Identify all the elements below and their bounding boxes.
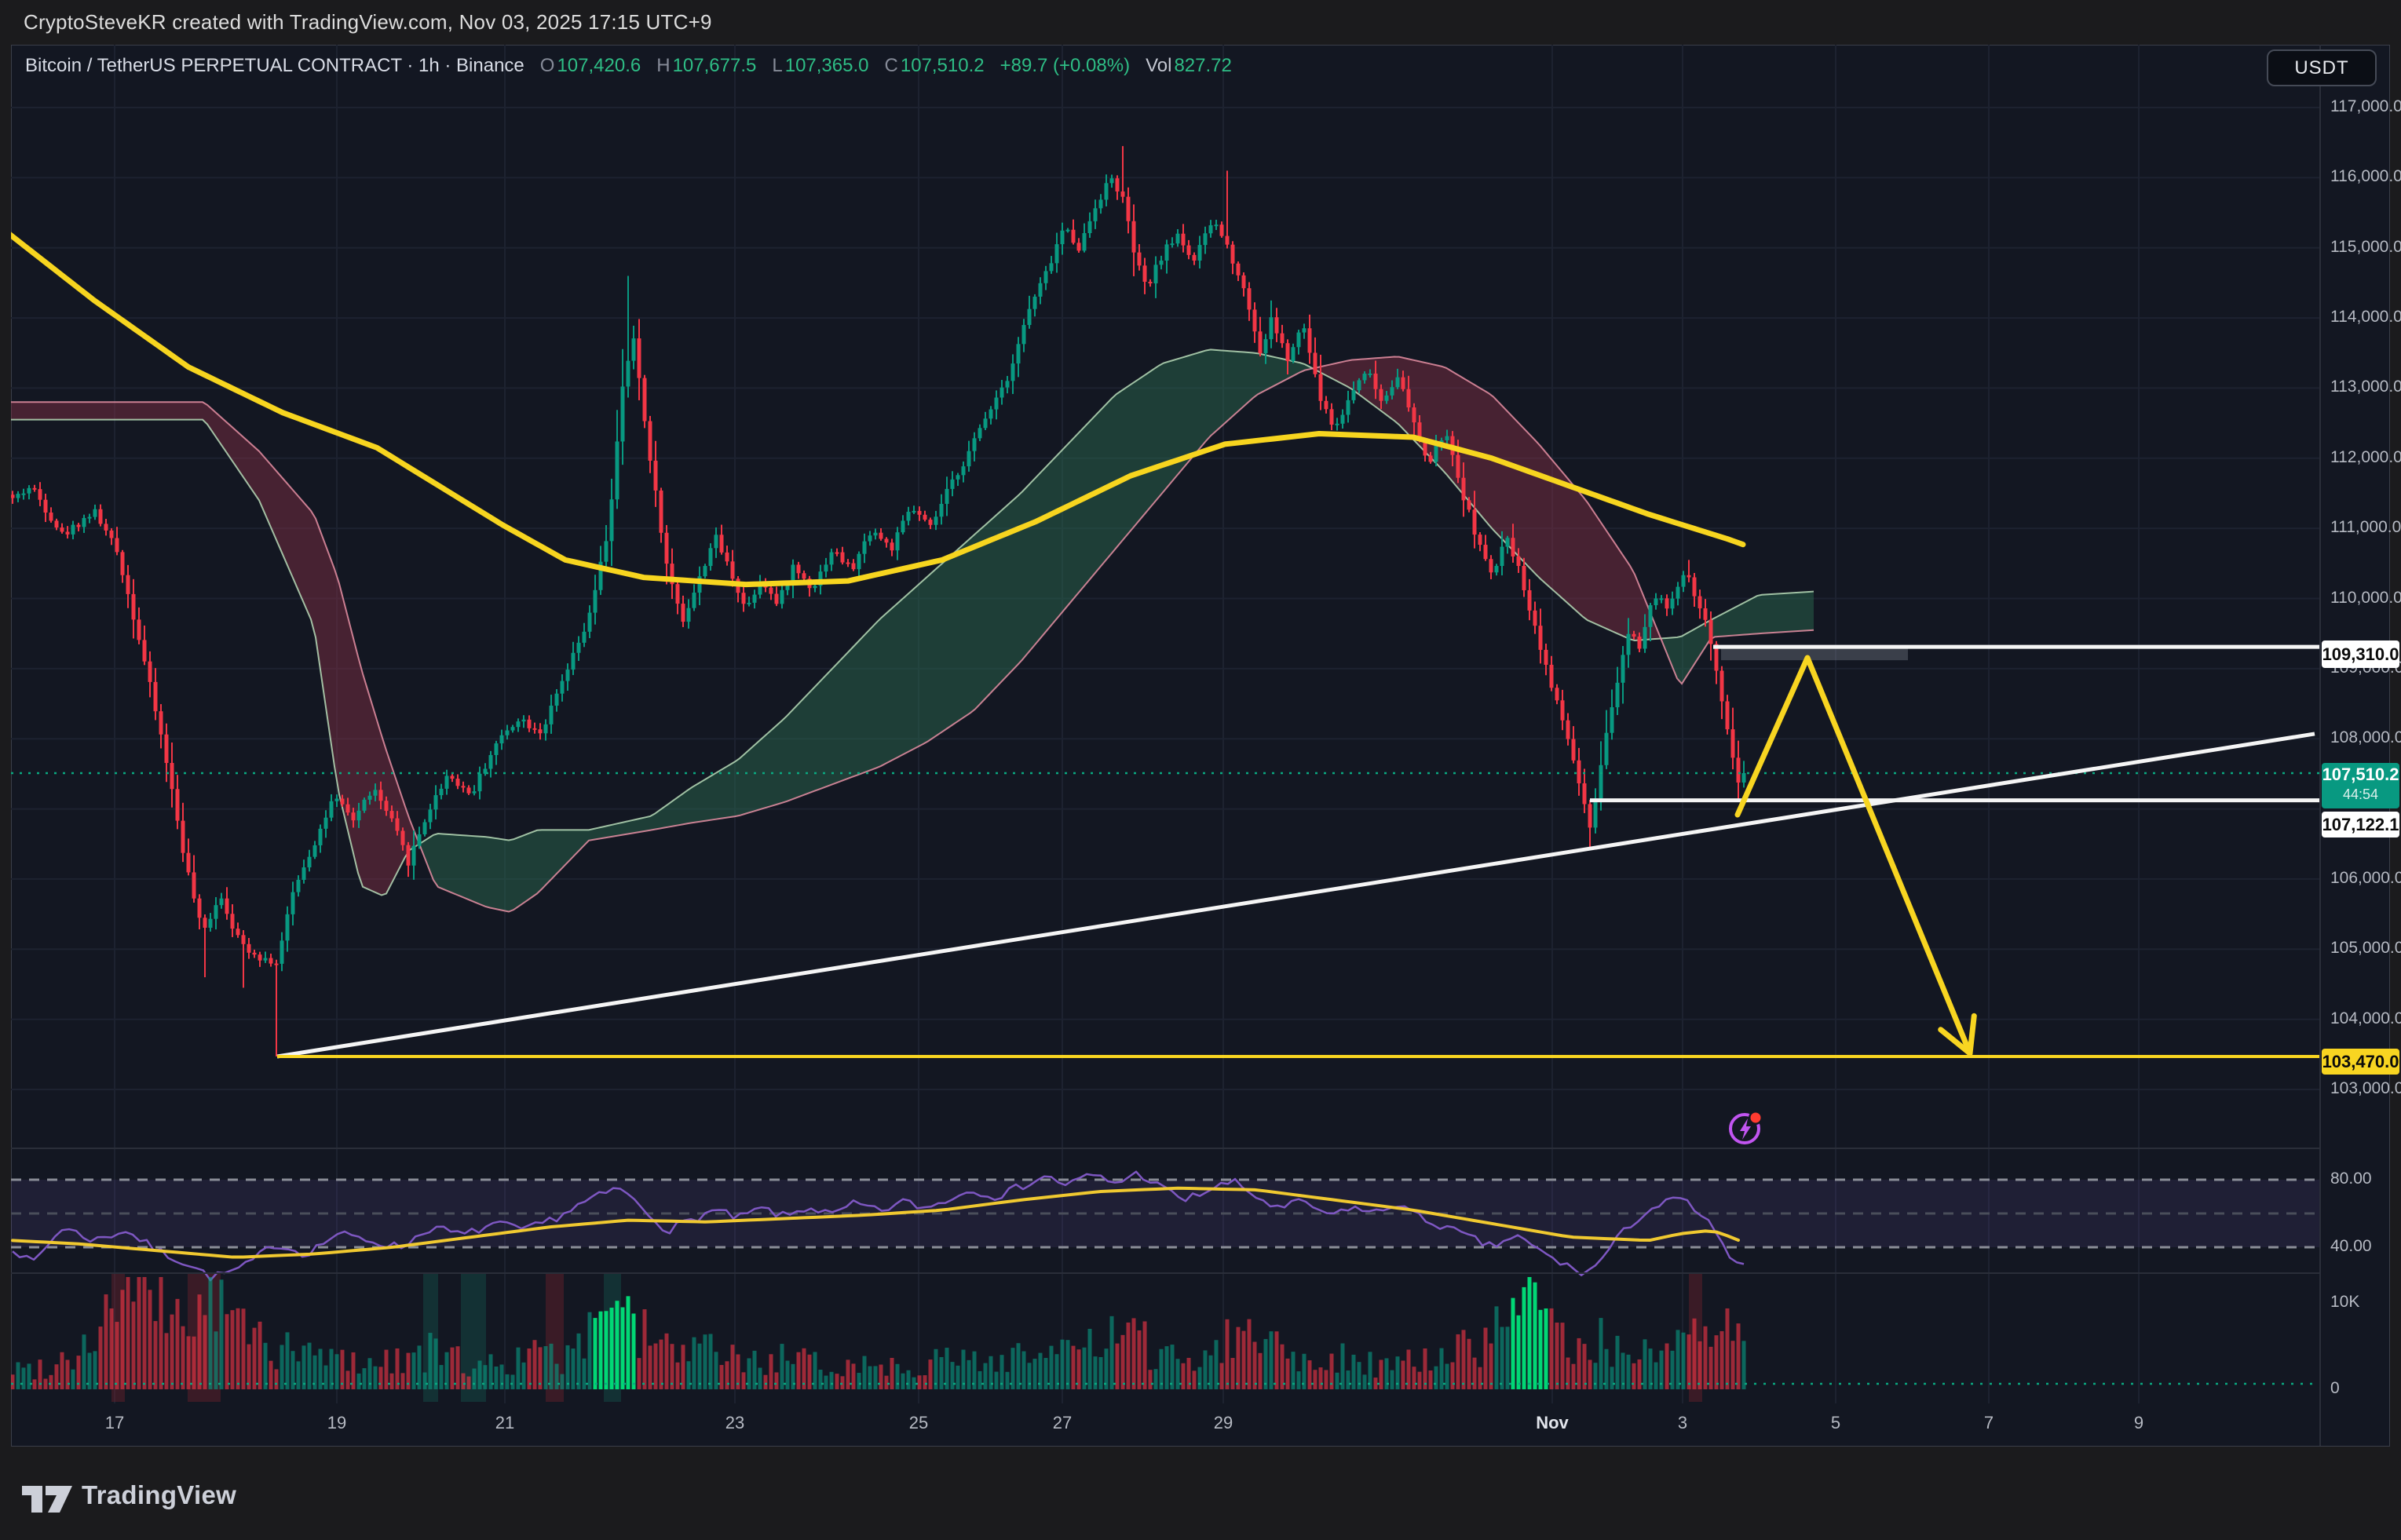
price-tick-label: 106,000.0	[2330, 868, 2401, 887]
price-tick-label: 110,000.0	[2330, 588, 2401, 607]
time-tick-label: 7	[1983, 1413, 1994, 1432]
time-tick-label: 25	[908, 1413, 929, 1432]
high-value: 107,677.5	[672, 55, 757, 76]
time-tick-label: 23	[725, 1413, 745, 1432]
time-tick-label: 5	[1830, 1413, 1841, 1432]
price-tick-label: 115,000.0	[2330, 237, 2401, 256]
tradingview-attribution[interactable]: TradingView	[22, 1476, 236, 1515]
price-tick-label: 114,000.0	[2330, 308, 2401, 327]
price-label-resistance: 109,310.0	[2322, 640, 2399, 668]
open-value: 107,420.6	[557, 55, 641, 76]
time-tick-label: 9	[2133, 1413, 2144, 1432]
close-value: 107,510.2	[900, 55, 985, 76]
time-tick-label: 3	[1677, 1413, 1688, 1432]
price-label-target: 103,470.0	[2322, 1049, 2399, 1075]
time-tick-label: Nov	[1536, 1413, 1569, 1432]
currency-toggle-button[interactable]: USDT	[2267, 49, 2377, 86]
replay-mode-icon[interactable]	[1727, 1109, 1764, 1147]
open-key: O	[539, 55, 555, 76]
price-tick-label: 116,000.0	[2330, 167, 2401, 186]
volume-tick-label: 0	[2330, 1379, 2340, 1397]
bar-countdown: 44:54	[2342, 786, 2379, 802]
rsi-tick-label: 80.00	[2330, 1170, 2372, 1188]
price-tick-label: 103,000.0	[2330, 1079, 2401, 1097]
tradingview-logo-icon	[22, 1486, 72, 1513]
attribution-bar: CryptoSteveKR created with TradingView.c…	[0, 0, 2401, 45]
price-tick-label: 113,000.0	[2330, 378, 2401, 396]
price-label-support: 107,122.1	[2322, 812, 2399, 838]
price-tick-label: 108,000.0	[2330, 728, 2401, 747]
low-value: 107,365.0	[784, 55, 869, 76]
price-tick-label: 112,000.0	[2330, 447, 2401, 466]
time-tick-label: 27	[1052, 1413, 1073, 1432]
chart-panel	[11, 45, 2390, 1447]
time-tick-label: 19	[327, 1413, 347, 1432]
current-price: 107,510.2	[2322, 765, 2399, 784]
volume-key: Vol	[1146, 55, 1172, 76]
tradingview-logo-text: TradingView	[82, 1480, 237, 1509]
price-label-current: 107,510.2 44:54	[2322, 763, 2399, 808]
price-tick-label: 117,000.0	[2330, 97, 2401, 115]
attribution-text: CryptoSteveKR created with TradingView.c…	[24, 10, 712, 34]
time-tick-label: 17	[104, 1413, 125, 1432]
low-key: L	[772, 55, 783, 76]
price-tick-label: 104,000.0	[2330, 1009, 2401, 1027]
volume-value: 827.72	[1174, 55, 1232, 76]
time-tick-label: 21	[495, 1413, 515, 1432]
change-value: +89.7 (+0.08%)	[1000, 55, 1131, 76]
time-tick-label: 29	[1213, 1413, 1233, 1432]
volume-tick-label: 10K	[2330, 1293, 2360, 1311]
rsi-tick-label: 40.00	[2330, 1237, 2372, 1255]
price-tick-label: 105,000.0	[2330, 939, 2401, 958]
symbol-title: Bitcoin / TetherUS PERPETUAL CONTRACT · …	[25, 55, 524, 76]
close-key: C	[884, 55, 898, 76]
high-key: H	[656, 55, 671, 76]
symbol-legend[interactable]: Bitcoin / TetherUS PERPETUAL CONTRACT · …	[25, 55, 1232, 77]
price-tick-label: 111,000.0	[2330, 518, 2401, 537]
